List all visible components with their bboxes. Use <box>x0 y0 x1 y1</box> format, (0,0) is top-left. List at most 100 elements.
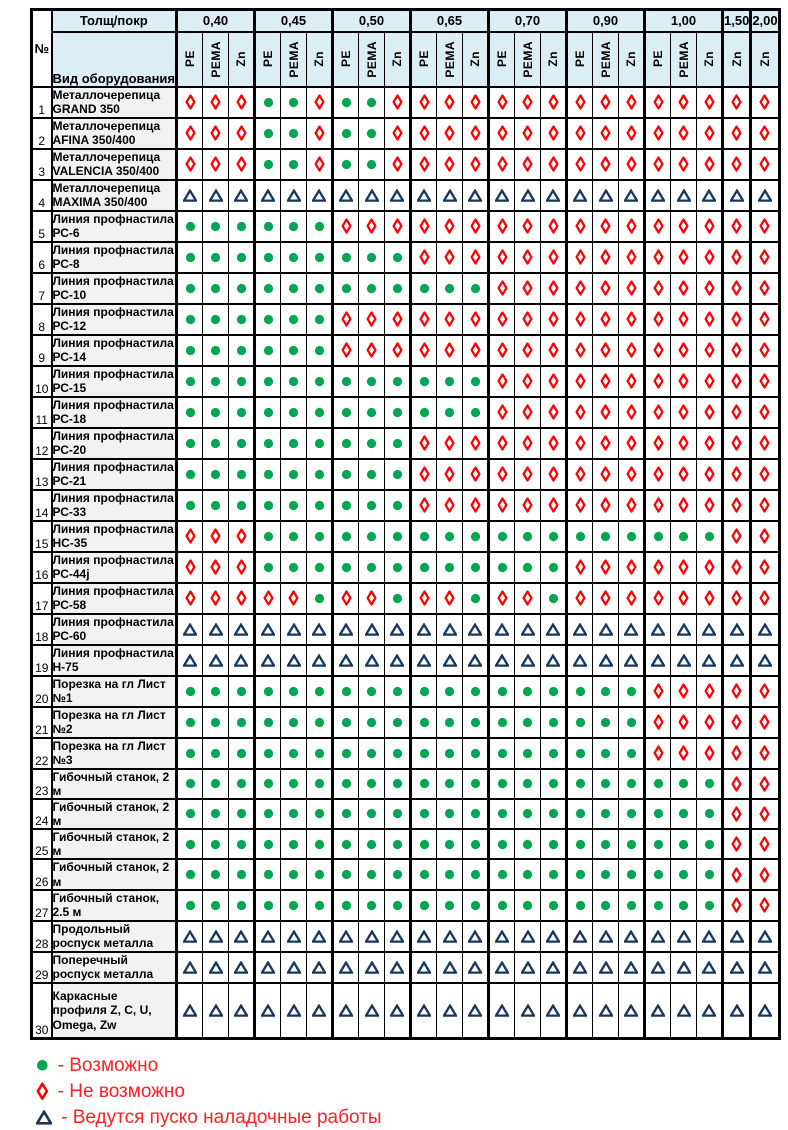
status-cell <box>436 950 463 984</box>
status-cell <box>720 612 752 646</box>
status-cell <box>670 488 697 522</box>
equipment-label-cell: Вид оборудования <box>50 30 177 88</box>
impossible-diamond-icon <box>548 94 558 110</box>
possible-dot-icon <box>392 779 402 789</box>
status-cell <box>643 705 671 739</box>
possible-dot-icon <box>392 562 402 572</box>
legend-item: - Ведутся пуско наладочные работы <box>36 1104 788 1130</box>
pending-triangle-icon <box>417 960 431 974</box>
pending-triangle-icon <box>261 653 275 667</box>
pending-triangle-icon <box>702 1004 716 1017</box>
pending-triangle-icon <box>286 960 301 974</box>
status-cell <box>202 797 229 831</box>
status-cell <box>514 705 541 739</box>
status-cell <box>331 981 359 1040</box>
possible-dot-icon <box>341 900 351 910</box>
status-cell <box>749 767 780 800</box>
status-cell <box>306 581 333 615</box>
impossible-diamond-icon <box>575 218 585 234</box>
impossible-diamond-icon <box>522 249 533 265</box>
status-cell <box>306 426 333 460</box>
possible-dot-icon <box>236 252 246 262</box>
impossible-diamond-icon <box>600 590 611 606</box>
status-cell <box>253 797 281 831</box>
coating-header-cell: Zn <box>696 30 723 88</box>
possible-dot-icon <box>653 779 663 789</box>
status-cell <box>720 797 752 831</box>
equipment-name-cell: Металлочерепица MAXIMA 350/400 <box>50 178 177 212</box>
status-cell <box>384 116 411 150</box>
status-cell <box>487 364 515 398</box>
status-cell <box>618 116 645 150</box>
possible-dot-icon <box>392 869 402 880</box>
status-cell <box>228 457 255 491</box>
status-cell <box>540 302 567 336</box>
status-cell <box>514 457 541 491</box>
status-cell <box>592 612 619 646</box>
impossible-diamond-icon <box>36 1082 49 1100</box>
table-row: 29 Поперечный роспуск металла <box>31 950 780 984</box>
status-cell <box>358 333 385 367</box>
coating-header-cell: PE <box>253 30 281 88</box>
status-cell <box>540 797 567 831</box>
possible-dot-icon <box>185 809 195 819</box>
status-cell <box>331 950 359 984</box>
impossible-diamond-icon <box>731 683 742 699</box>
status-cell <box>202 271 229 305</box>
status-cell <box>306 981 333 1040</box>
status-cell <box>696 271 723 305</box>
possible-dot-icon <box>288 562 299 572</box>
impossible-diamond-icon <box>759 559 770 575</box>
impossible-diamond-icon <box>497 280 507 296</box>
impossible-diamond-icon <box>419 311 429 327</box>
pending-triangle-icon <box>417 622 431 636</box>
status-cell <box>540 828 567 861</box>
status-cell <box>228 85 255 119</box>
status-cell <box>253 581 281 615</box>
impossible-diamond-icon <box>759 218 770 234</box>
thickness-header-cell: 0,90 <box>565 8 645 33</box>
impossible-diamond-icon <box>185 156 195 172</box>
status-cell <box>202 643 229 677</box>
status-cell <box>565 643 593 677</box>
status-cell <box>540 178 567 212</box>
status-cell <box>462 705 489 739</box>
row-number-cell: 23 <box>31 767 52 800</box>
status-cell <box>487 488 515 522</box>
possible-dot-icon <box>419 900 429 910</box>
possible-dot-icon <box>341 779 351 789</box>
possible-dot-icon <box>522 717 533 727</box>
status-cell <box>175 858 203 891</box>
possible-dot-icon <box>419 283 429 293</box>
table-row: 27 Гибочный станок, 2.5 м <box>31 888 780 922</box>
pending-triangle-icon <box>36 1109 53 1125</box>
status-cell <box>331 395 359 429</box>
possible-dot-icon <box>548 562 558 572</box>
thickness-header-cell: 0,40 <box>175 8 255 33</box>
status-cell <box>409 828 437 861</box>
possible-dot-icon <box>236 314 246 324</box>
impossible-diamond-icon <box>600 497 611 513</box>
status-cell <box>358 643 385 677</box>
impossible-diamond-icon <box>419 218 429 234</box>
pending-triangle-icon <box>312 929 326 943</box>
possible-dot-icon <box>653 900 663 910</box>
table-row: 12 Линия профнастила РС-20 <box>31 426 780 460</box>
status-cell <box>720 519 752 553</box>
possible-dot-icon <box>341 469 351 479</box>
pending-triangle-icon <box>757 929 772 943</box>
possible-dot-icon <box>419 869 429 880</box>
possible-dot-icon <box>210 500 221 510</box>
status-cell <box>228 240 255 274</box>
possible-dot-icon <box>314 717 324 727</box>
status-cell <box>565 457 593 491</box>
status-cell <box>306 178 333 212</box>
table-row: 19 Линия профнастила Н-75 <box>31 643 780 677</box>
possible-dot-icon <box>341 252 351 262</box>
status-cell <box>253 364 281 398</box>
possible-dot-icon <box>366 407 377 417</box>
status-cell <box>202 919 229 953</box>
impossible-diamond-icon <box>759 528 770 544</box>
legend-label: - Ведутся пуско наладочные работы <box>61 1106 382 1128</box>
row-number-cell: 15 <box>31 519 52 553</box>
